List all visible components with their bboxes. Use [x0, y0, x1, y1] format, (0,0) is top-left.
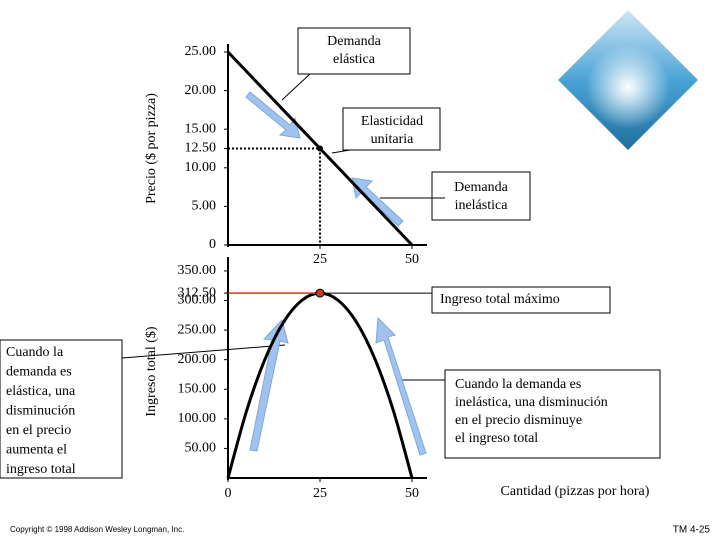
point [315, 288, 325, 298]
side-note: Cuando la [6, 345, 64, 360]
y-tick-label: 12.50 [185, 141, 217, 156]
annotation: Elasticidad [361, 114, 423, 129]
y-tick-label: 300.00 [178, 293, 217, 308]
x-tick-label: 25 [313, 252, 327, 267]
y-tick-label: 5.00 [192, 199, 217, 214]
x-tick-label: 50 [405, 486, 419, 501]
y-tick-label: 0 [209, 237, 216, 252]
annotation-box [431, 171, 531, 221]
annotation-box [342, 107, 441, 151]
annotation: Demanda [454, 180, 508, 195]
direction-arrows [245, 91, 427, 456]
y-tick-label: 20.00 [185, 83, 217, 98]
y-tick-label: 50.00 [185, 441, 217, 456]
annotation-box [297, 27, 411, 75]
side-note: demanda es [6, 365, 72, 380]
y-tick-label: 25.00 [185, 44, 217, 59]
copyright: Copyright © 1998 Addison Wesley Longman,… [10, 525, 184, 534]
annotation: elástica [333, 52, 376, 67]
side-note: aumenta el [6, 443, 67, 458]
slide-number: TM 4-25 [673, 525, 711, 536]
side-note: disminución [6, 404, 75, 419]
y-axis-label: Precio ($ por pizza) [144, 93, 159, 204]
y-tick-label: 10.00 [185, 160, 217, 175]
pointer-lines [121, 73, 445, 381]
annotation: Cuando la demanda es [455, 377, 581, 392]
x-tick-label: 25 [313, 486, 327, 501]
x-axis-label: Cantidad (pizzas por hora) [501, 484, 650, 499]
annotation: Ingreso total máximo [440, 292, 560, 307]
annotation: inelástica [455, 198, 509, 213]
x-tick-label: 50 [405, 252, 419, 267]
side-note-box [0, 339, 123, 479]
y-tick-label: 250.00 [178, 322, 217, 337]
y-tick-label: 15.00 [185, 121, 217, 136]
annotation-box [444, 369, 661, 459]
annotation: Demanda [327, 34, 381, 49]
annotation: el ingreso total [455, 431, 538, 446]
annotation: unitaria [371, 132, 415, 147]
annotation-box [431, 286, 611, 314]
y-axis-label: Ingreso total ($) [144, 326, 159, 417]
side-note: elástica, una [6, 384, 76, 399]
y-tick-label: 150.00 [178, 381, 217, 396]
decorative-logo [558, 10, 698, 150]
y-tick-label: 350.00 [178, 263, 217, 278]
y-tick-label: 100.00 [178, 411, 217, 426]
side-note: ingreso total [6, 462, 76, 477]
point [317, 145, 323, 152]
x-tick-label: 0 [225, 486, 232, 501]
y-tick-label: 312.50 [178, 285, 217, 300]
y-tick-label: 200.00 [178, 352, 217, 367]
side-note: en el precio [6, 423, 71, 438]
annotation: en el precio disminuye [455, 413, 582, 428]
annotation: inelástica, una disminución [455, 395, 608, 410]
